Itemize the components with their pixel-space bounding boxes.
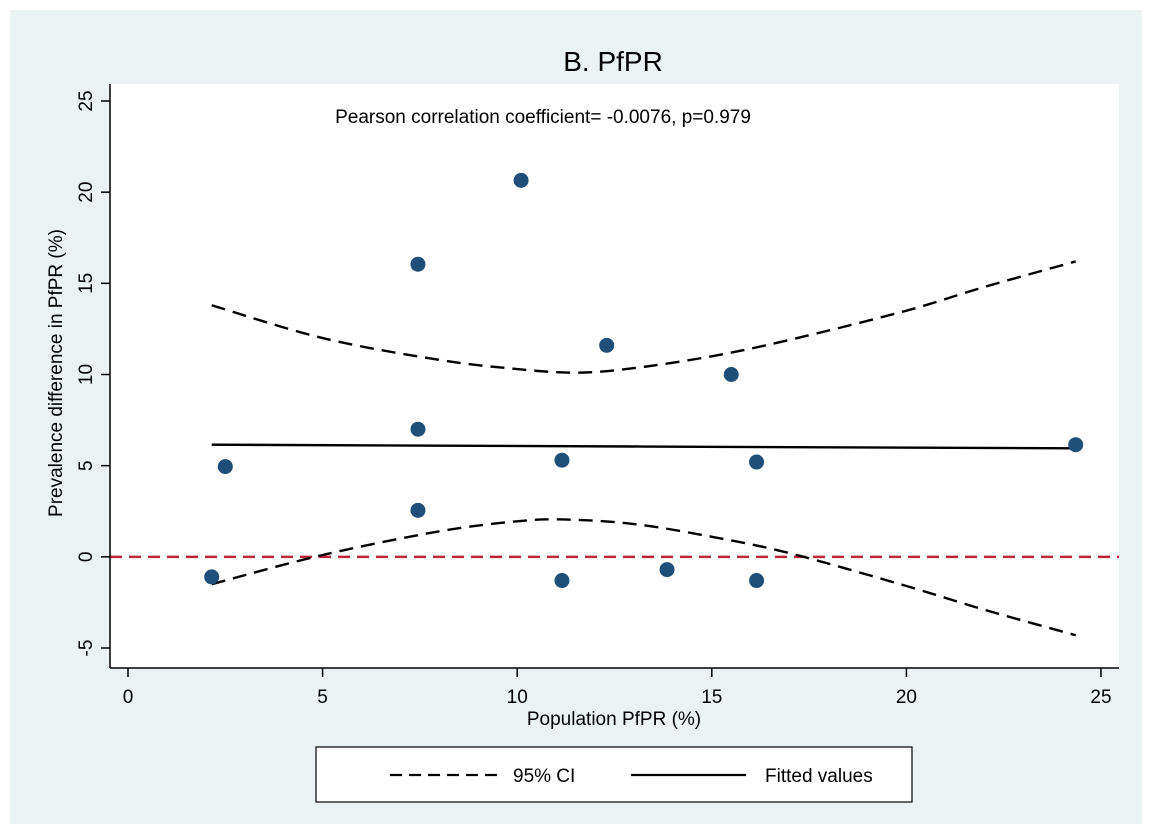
x-tick-label: 20 (896, 687, 917, 708)
data-point (554, 452, 570, 468)
x-tick-label: 15 (701, 687, 722, 708)
x-tick-label: 10 (507, 687, 528, 708)
ci-lower-line (211, 518, 1077, 637)
legend: 95% CI Fitted values (315, 746, 913, 803)
legend-label-fit: Fitted values (765, 766, 873, 787)
ci-upper-line (211, 260, 1077, 374)
legend-label-ci: 95% CI (513, 766, 575, 787)
data-point (723, 367, 739, 382)
data-point (410, 502, 426, 518)
y-tick-label: 20 (76, 182, 97, 203)
correlation-annotation: Pearson correlation coefficient= -0.0076… (335, 107, 751, 128)
data-point (513, 172, 529, 188)
data-point (599, 337, 615, 353)
y-tick-label: 25 (76, 90, 97, 111)
x-tick-label: 25 (1090, 687, 1111, 708)
y-axis-label: Prevalence difference in PfPR (%) (46, 229, 67, 517)
data-point (410, 421, 426, 437)
x-tick-label: 5 (317, 687, 328, 708)
chart-title: B. PfPR (563, 46, 663, 77)
y-tick-label: 5 (76, 460, 97, 471)
x-tick-label: 0 (123, 687, 134, 708)
data-point (1068, 437, 1084, 453)
data-point (204, 569, 220, 585)
plot-area (110, 84, 1119, 668)
y-tick-label: -5 (76, 640, 97, 657)
y-tick-label: 10 (76, 364, 97, 385)
y-tick-label: 15 (76, 273, 97, 294)
data-point (410, 256, 426, 272)
data-point (554, 573, 570, 589)
data-point (217, 459, 233, 475)
data-point (659, 562, 675, 578)
x-axis-label: Population PfPR (%) (527, 709, 701, 730)
fitted-values-line (211, 443, 1076, 450)
data-point (749, 454, 765, 470)
y-tick-label: 0 (76, 552, 97, 563)
data-point (749, 573, 765, 589)
